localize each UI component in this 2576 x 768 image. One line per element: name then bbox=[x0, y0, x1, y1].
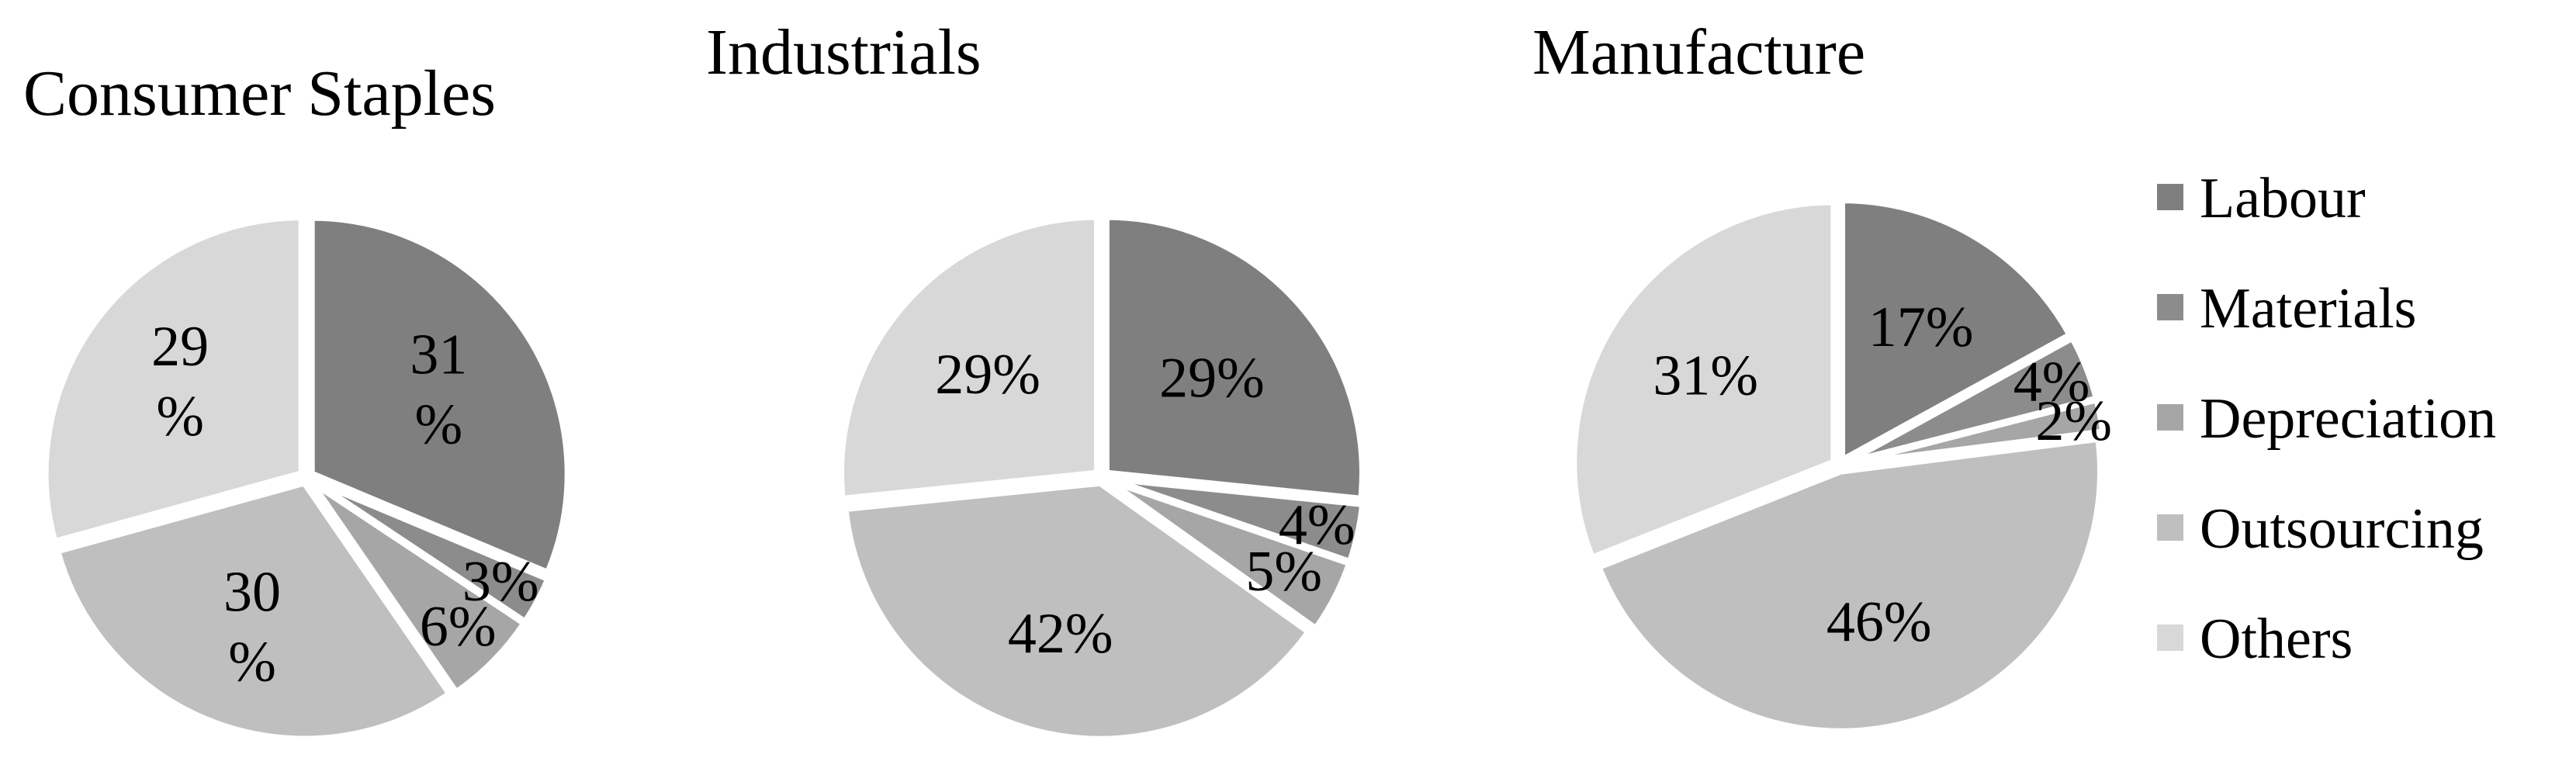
slice-label-outsourcing: 30% bbox=[223, 560, 281, 694]
industrials-slices bbox=[838, 213, 1366, 742]
legend-swatch-outsourcing bbox=[2157, 514, 2183, 541]
legend-label-depreciation: Depreciation bbox=[2200, 387, 2496, 451]
slice-label-depreciation: 6% bbox=[420, 595, 497, 659]
pie-slice-labour bbox=[308, 214, 571, 577]
slice-label-labour: 17% bbox=[1868, 296, 1974, 359]
pie-slice-outsourcing bbox=[54, 479, 454, 742]
pie-slice-others bbox=[838, 213, 1101, 503]
slice-label-materials: 3% bbox=[462, 550, 539, 614]
slice-label-others: 31% bbox=[1653, 344, 1758, 407]
slice-label-outsourcing: 46% bbox=[1826, 590, 1932, 654]
pie-title-industrials: Industrials bbox=[706, 16, 982, 88]
legend-label-others: Others bbox=[2200, 607, 2353, 671]
pie-slice-depreciation bbox=[308, 479, 528, 697]
slice-label-materials: 4% bbox=[1279, 493, 1356, 557]
legend-swatch-labour bbox=[2157, 184, 2183, 210]
slice-label-materials: 4% bbox=[2013, 350, 2090, 413]
consumer-staples-slice-labels: 31 % 3%6% 30 % 29% bbox=[151, 315, 538, 694]
legend-label-outsourcing: Outsourcing bbox=[2200, 497, 2484, 561]
legend-swatch-depreciation bbox=[2157, 404, 2183, 431]
pie-slice-labour bbox=[1103, 213, 1366, 503]
pie-slice-labour bbox=[1839, 197, 2075, 465]
slice-label-labour: 31% bbox=[410, 323, 467, 457]
pie-slice-outsourcing bbox=[842, 479, 1314, 742]
pie-slice-depreciation bbox=[1844, 396, 2107, 468]
legend: Labour Materials Depreciation Outsourcing Ot… bbox=[2157, 167, 2496, 671]
slice-label-depreciation: 2% bbox=[2035, 389, 2112, 453]
slice-label-outsourcing: 42% bbox=[1008, 602, 1113, 666]
pie-slice-outsourcing bbox=[1594, 435, 2103, 735]
pie-slice-others bbox=[1570, 199, 1837, 562]
consumer-staples-slices bbox=[42, 214, 571, 742]
pie-slice-depreciation bbox=[1105, 476, 1354, 633]
slice-label-others: 29% bbox=[151, 315, 209, 448]
manufacture-pie: Manufacture 17% 4%2% 46% 31% bbox=[1532, 16, 2112, 735]
manufacture-slices bbox=[1570, 197, 2107, 735]
pie-title-manufacture: Manufacture bbox=[1532, 16, 1865, 88]
legend-label-labour: Labour bbox=[2200, 167, 2366, 230]
pie-title-consumer-staples: Consumer Staples bbox=[23, 57, 496, 130]
legend-swatch-materials bbox=[2157, 294, 2183, 320]
slice-label-labour: 29% bbox=[1159, 347, 1265, 410]
pie-slice-others bbox=[42, 214, 305, 546]
slice-label-others: 29% bbox=[935, 343, 1040, 406]
industrials-slice-labels: 29% 4%5% 42% 29% bbox=[935, 343, 1355, 666]
consumer-staples-pie: Consumer Staples 31 % 3%6% 30 % 29% bbox=[23, 57, 571, 742]
manufacture-slice-labels: 17% 4%2% 46% 31% bbox=[1653, 296, 2112, 654]
legend-label-materials: Materials bbox=[2200, 277, 2416, 341]
slice-label-depreciation: 5% bbox=[1245, 540, 1322, 604]
industrials-pie: Industrials 29% 4%5% 42% 29% bbox=[706, 16, 1366, 742]
legend-swatch-others bbox=[2157, 624, 2183, 651]
